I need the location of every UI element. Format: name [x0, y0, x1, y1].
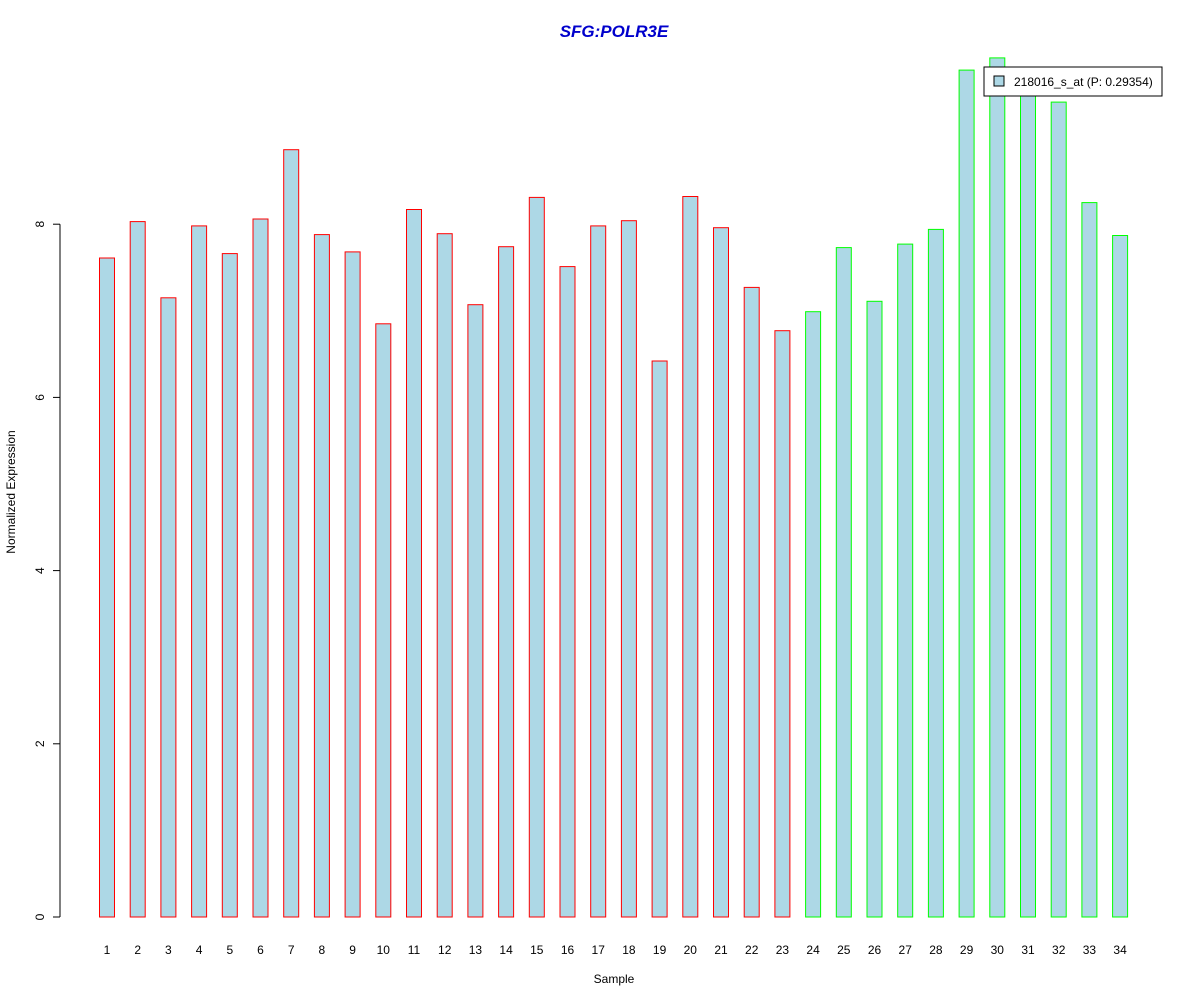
- x-tick-label: 29: [960, 943, 974, 957]
- x-tick-label: 12: [438, 943, 452, 957]
- x-tick-label: 10: [377, 943, 391, 957]
- bar-sample-10: [375, 323, 392, 918]
- x-tick-label: 1: [104, 943, 111, 957]
- legend-label: 218016_s_at (P: 0.29354): [1014, 75, 1153, 89]
- y-tick-label: 0: [33, 913, 47, 920]
- bar-sample-1: [99, 257, 115, 918]
- x-tick-label: 15: [530, 943, 544, 957]
- bar-sample-33: [1081, 202, 1098, 918]
- legend-swatch: [993, 75, 1005, 87]
- bar-sample-5: [221, 253, 238, 918]
- bar-sample-24: [805, 311, 822, 918]
- y-tick-label: 8: [33, 221, 47, 228]
- x-tick-label: 28: [929, 943, 943, 957]
- x-axis-label: Sample: [594, 972, 635, 986]
- x-tick-label: 26: [868, 943, 882, 957]
- x-tick-label: 21: [714, 943, 728, 957]
- bar-sample-12: [436, 233, 453, 918]
- bar-sample-31: [1020, 85, 1036, 918]
- legend-box: [983, 66, 1163, 97]
- bar-sample-18: [620, 220, 637, 918]
- bar-sample-7: [283, 149, 300, 918]
- bar-sample-4: [191, 225, 208, 918]
- bar-sample-17: [590, 225, 607, 918]
- x-tick-label: 30: [991, 943, 1005, 957]
- legend: 218016_s_at (P: 0.29354): [983, 66, 1163, 97]
- bar-sample-26: [866, 300, 883, 918]
- x-tick-label: 20: [684, 943, 698, 957]
- bar-sample-28: [927, 228, 944, 918]
- x-tick-label: 32: [1052, 943, 1066, 957]
- bar-sample-20: [682, 196, 699, 918]
- x-tick-label: 3: [165, 943, 172, 957]
- bar-sample-25: [835, 247, 852, 918]
- bar-sample-29: [958, 69, 975, 918]
- y-axis: 0 2 4 6 8: [33, 221, 61, 920]
- bar-sample-8: [313, 234, 330, 918]
- y-tick-label: 2: [33, 740, 47, 747]
- bar-sample-2: [129, 221, 146, 918]
- bar-sample-6: [252, 218, 269, 918]
- x-tick-label: 5: [226, 943, 233, 957]
- x-tick-label: 16: [561, 943, 575, 957]
- bar-sample-16: [559, 266, 576, 918]
- x-tick-label: 22: [745, 943, 759, 957]
- x-tick-label: 7: [288, 943, 295, 957]
- x-tick-label: 6: [257, 943, 264, 957]
- bars-group: [99, 57, 1129, 918]
- x-tick-label: 23: [776, 943, 790, 957]
- bar-sample-11: [406, 209, 422, 918]
- x-tick-label: 25: [837, 943, 851, 957]
- chart-title: SFG:POLR3E: [560, 22, 669, 41]
- bar-sample-14: [498, 246, 515, 918]
- bar-sample-30: [989, 57, 1006, 918]
- bar-sample-27: [897, 243, 914, 918]
- x-tick-label: 8: [319, 943, 326, 957]
- x-tick-label: 2: [134, 943, 141, 957]
- bar-sample-34: [1112, 235, 1129, 918]
- bar-sample-22: [743, 286, 760, 918]
- y-tick-label: 4: [33, 567, 47, 574]
- y-axis-label: Normalized Expression: [4, 430, 18, 553]
- x-tick-label: 11: [408, 943, 421, 957]
- bar-sample-15: [528, 196, 545, 918]
- bar-sample-21: [713, 227, 729, 918]
- x-tick-label: 24: [806, 943, 820, 957]
- x-tick-label: 19: [653, 943, 667, 957]
- x-tick-label: 14: [499, 943, 513, 957]
- x-tick-labels: 1 2 3 4 5 6 7 8 9 10 11 12 13 14 15 16 17 18 19 20 21 22 23 24 2…: [104, 943, 1127, 957]
- x-tick-label: 27: [899, 943, 913, 957]
- x-tick-label: 9: [349, 943, 356, 957]
- x-tick-label: 31: [1021, 943, 1035, 957]
- bar-sample-9: [344, 251, 361, 918]
- x-tick-label: 34: [1113, 943, 1127, 957]
- bar-sample-32: [1050, 101, 1067, 918]
- y-tick-label: 6: [33, 394, 47, 401]
- bar-sample-19: [651, 360, 668, 918]
- x-tick-label: 4: [196, 943, 203, 957]
- x-tick-label: 33: [1083, 943, 1097, 957]
- x-tick-label: 13: [469, 943, 483, 957]
- bar-sample-13: [467, 304, 484, 918]
- x-tick-label: 17: [592, 943, 606, 957]
- bar-sample-3: [160, 297, 177, 918]
- x-tick-label: 18: [622, 943, 636, 957]
- bar-sample-23: [774, 330, 791, 918]
